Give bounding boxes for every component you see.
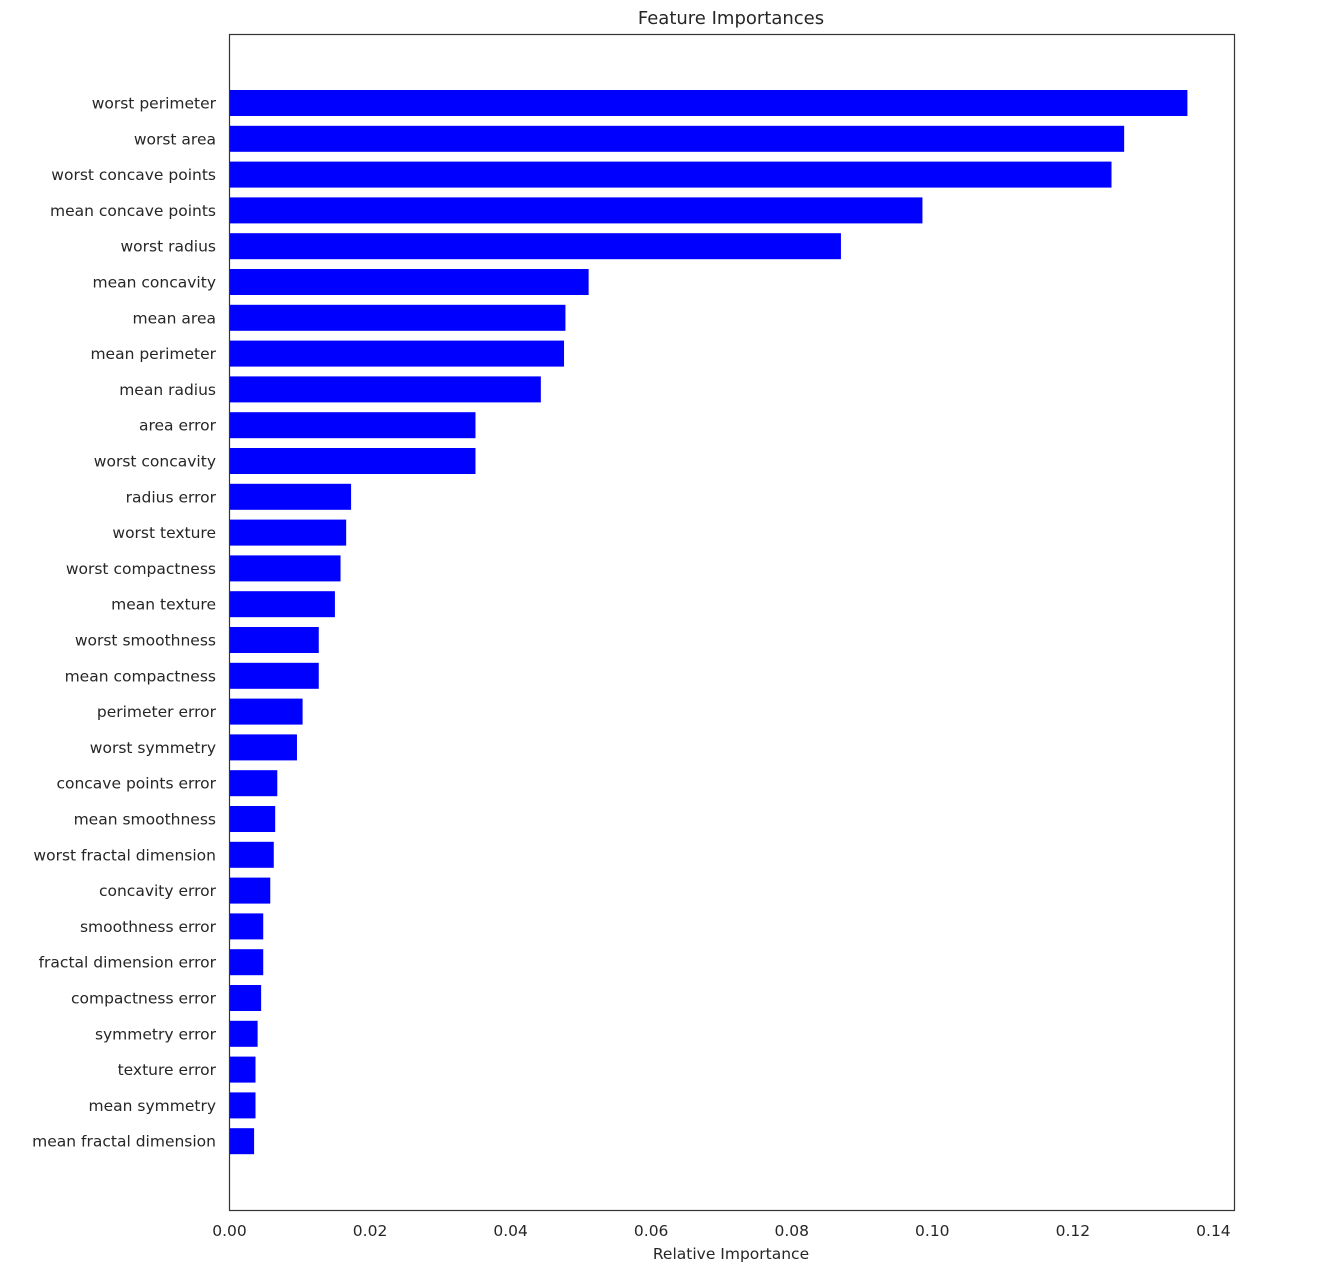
y-tick-label: mean perimeter xyxy=(90,345,216,363)
bar xyxy=(229,233,841,260)
bar xyxy=(229,591,335,618)
y-tick-label: mean compactness xyxy=(65,667,216,685)
x-tick-label: 0.02 xyxy=(353,1222,388,1240)
x-tick-label: 0.10 xyxy=(915,1222,950,1240)
y-tick-label: worst texture xyxy=(112,524,216,542)
bar xyxy=(229,448,476,474)
y-tick-label: worst area xyxy=(134,130,216,148)
bar xyxy=(229,1056,256,1083)
bar xyxy=(229,376,541,403)
x-tick-label: 0.00 xyxy=(212,1222,247,1240)
bar xyxy=(229,1020,258,1047)
y-tick-label: perimeter error xyxy=(97,703,217,721)
x-tick-label: 0.14 xyxy=(1196,1222,1231,1240)
x-axis-label: Relative Importance xyxy=(653,1245,809,1263)
bar xyxy=(229,627,319,653)
y-tick-label: worst fractal dimension xyxy=(33,846,216,864)
y-tick-label: area error xyxy=(139,417,217,435)
y-tick-label: texture error xyxy=(118,1061,217,1079)
bar xyxy=(229,770,278,797)
y-tick-label: mean area xyxy=(133,309,216,327)
bar xyxy=(229,985,262,1011)
bar xyxy=(229,412,476,439)
bar xyxy=(229,125,1125,152)
bar xyxy=(229,340,565,367)
bar xyxy=(229,161,1112,188)
y-tick-label: mean concavity xyxy=(93,274,216,292)
y-tick-label: mean fractal dimension xyxy=(32,1133,216,1151)
bar xyxy=(229,304,566,331)
x-tick-label: 0.08 xyxy=(774,1222,809,1240)
y-tick-label: worst smoothness xyxy=(75,632,216,650)
bar xyxy=(229,698,303,725)
y-tick-label: concave points error xyxy=(56,775,216,793)
y-tick-label: worst perimeter xyxy=(92,95,217,113)
y-tick-label: mean smoothness xyxy=(74,811,216,829)
y-tick-label: mean radius xyxy=(119,381,216,399)
bar xyxy=(229,662,319,689)
y-tick-label: worst symmetry xyxy=(90,739,216,757)
x-axis-ticks: 0.00 0.02 0.04 0.06 0.08 0.10 0.12 0.14 xyxy=(212,1222,1230,1240)
y-axis-ticks: worst perimeter worst area worst concave p… xyxy=(32,95,216,1151)
y-tick-label: smoothness error xyxy=(80,918,217,936)
y-tick-label: worst compactness xyxy=(66,560,216,578)
x-tick-label: 0.12 xyxy=(1056,1222,1091,1240)
x-tick-label: 0.04 xyxy=(493,1222,528,1240)
chart-title: Feature Importances xyxy=(638,8,824,29)
y-tick-label: worst radius xyxy=(120,238,216,256)
y-tick-label: radius error xyxy=(126,488,217,506)
bar xyxy=(229,90,1188,116)
plot-frame xyxy=(228,33,1236,1212)
bar xyxy=(229,1092,256,1119)
bar xyxy=(229,877,271,904)
bars-group xyxy=(229,90,1188,1155)
y-tick-label: mean symmetry xyxy=(89,1097,217,1115)
bar xyxy=(229,1128,255,1155)
bar xyxy=(229,949,264,976)
y-tick-label: concavity error xyxy=(99,882,217,900)
bar xyxy=(229,269,589,295)
bar xyxy=(229,913,264,940)
y-tick-label: worst concave points xyxy=(51,166,216,184)
bar xyxy=(229,841,274,868)
y-tick-label: worst concavity xyxy=(94,453,216,471)
x-tick-label: 0.06 xyxy=(634,1222,669,1240)
y-tick-label: fractal dimension error xyxy=(39,954,217,972)
bar xyxy=(229,806,276,832)
y-tick-label: mean texture xyxy=(111,596,216,614)
bar xyxy=(229,197,923,224)
y-tick-label: compactness error xyxy=(71,990,217,1008)
bar xyxy=(229,519,347,546)
y-tick-label: symmetry error xyxy=(95,1025,217,1043)
bar xyxy=(229,555,341,582)
bar xyxy=(229,483,352,510)
y-tick-label: mean concave points xyxy=(50,202,216,220)
bar xyxy=(229,734,297,761)
